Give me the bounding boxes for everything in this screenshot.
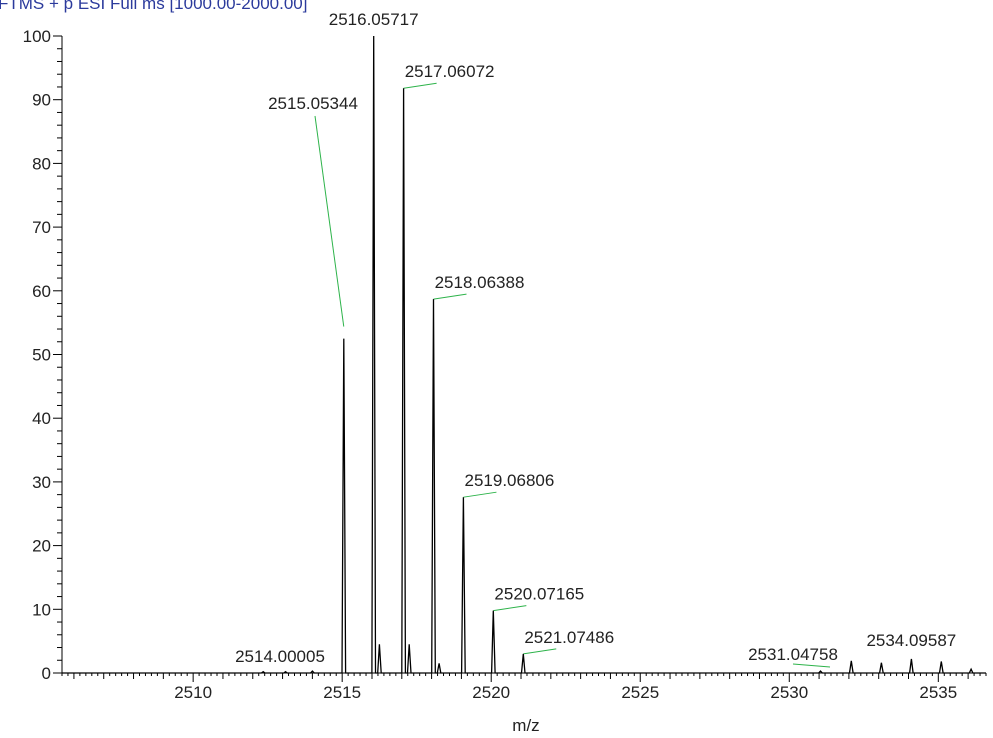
y-tick-label: 100 [23, 27, 51, 46]
x-tick-label: 2535 [919, 683, 957, 702]
annotation-line [792, 663, 831, 668]
peak-label: 2531.04758 [748, 645, 838, 664]
scan-header: FTMS + p ESI Full ms [1000.00-2000.00] [0, 0, 307, 13]
x-tick-label: 2530 [770, 683, 808, 702]
annotation-line [493, 605, 527, 612]
y-tick-label: 0 [42, 664, 51, 683]
peak-label: 2520.07165 [494, 585, 584, 604]
x-tick-label: 2520 [472, 683, 510, 702]
annotation-lines [314, 82, 831, 668]
annotation-line [523, 648, 557, 655]
x-tick-label: 2525 [621, 683, 659, 702]
y-tick-label: 80 [32, 154, 51, 173]
y-tick-label: 60 [32, 282, 51, 301]
annotation-line [403, 82, 437, 89]
peak-label: 2516.05717 [329, 10, 419, 29]
peak-label: 2534.09587 [866, 631, 956, 650]
annotation-line [314, 115, 345, 327]
spectrum-trace [62, 35, 986, 674]
y-tick-label: 20 [32, 537, 51, 556]
peak-label: 2514.00005 [235, 647, 325, 666]
peak-label: 2515.05344 [268, 94, 358, 113]
y-tick-label: 90 [32, 91, 51, 110]
y-tick-label: 30 [32, 473, 51, 492]
x-tick-label: 2510 [174, 683, 212, 702]
x-tick-label: 2515 [323, 683, 361, 702]
x-axis-label: m/z [512, 716, 539, 735]
peak-label: 2521.07486 [524, 628, 614, 647]
peak-labels: 2515.05344 2516.05717 2517.06072 2518.06388… [235, 10, 956, 666]
peak-label: 2518.06388 [435, 273, 525, 292]
y-tick-label: 50 [32, 346, 51, 365]
annotation-line [433, 293, 467, 300]
peak-label: 2517.06072 [405, 62, 495, 81]
peak-label: 2519.06806 [465, 471, 555, 490]
y-tick-label: 70 [32, 218, 51, 237]
y-tick-label: 40 [32, 409, 51, 428]
y-tick-label: 10 [32, 600, 51, 619]
annotation-line [463, 491, 497, 498]
